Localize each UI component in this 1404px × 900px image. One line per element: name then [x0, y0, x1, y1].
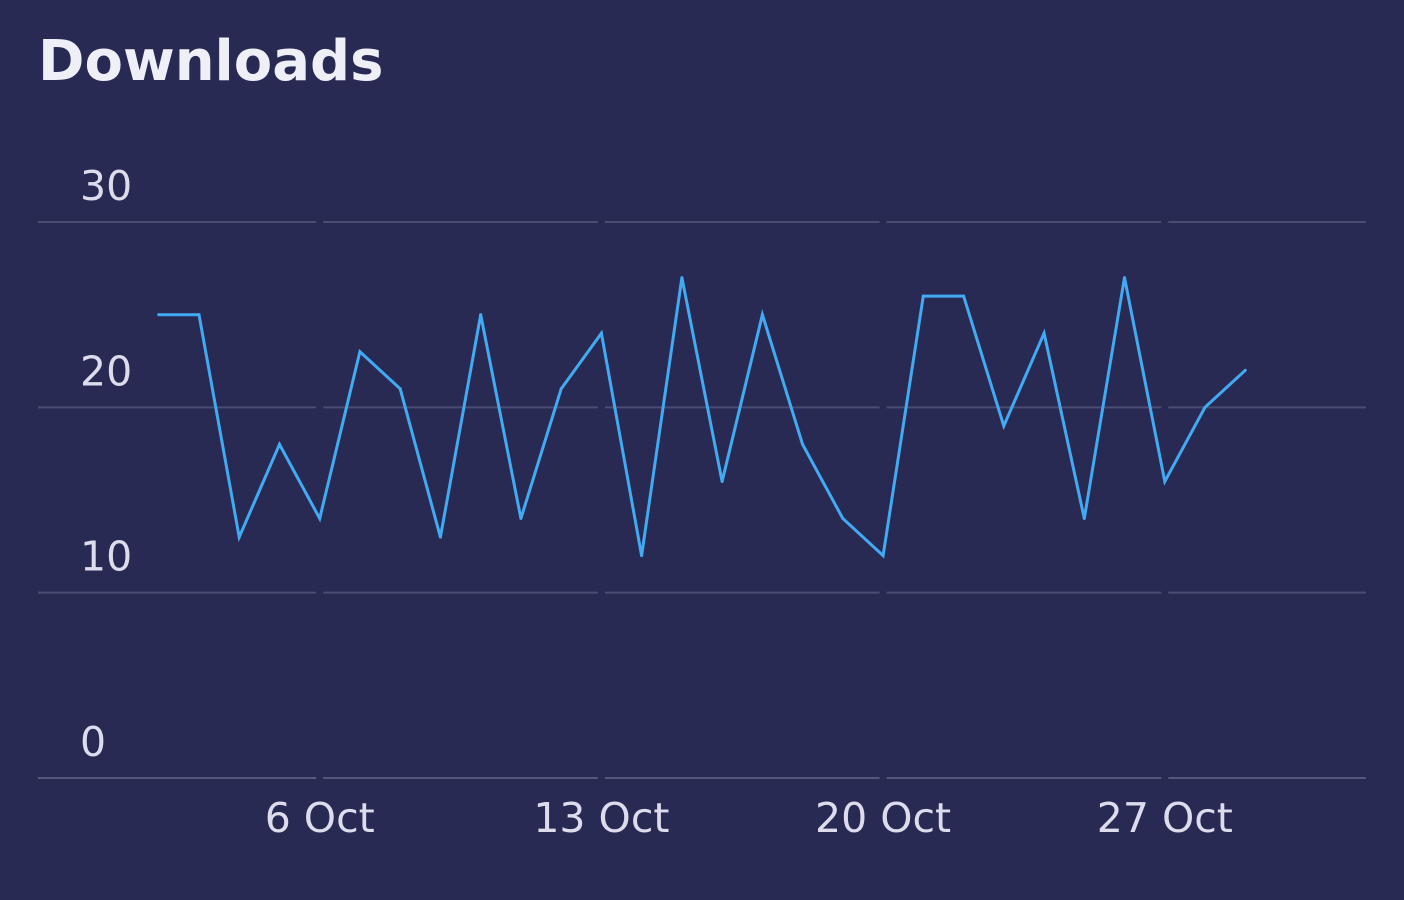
- y-tick-label: 10: [80, 533, 132, 581]
- data-point: [1002, 424, 1006, 428]
- y-tick-label: 20: [80, 347, 132, 395]
- data-point: [197, 313, 201, 317]
- data-point: [1163, 479, 1167, 483]
- x-axis-ticks: 6 Oct 13 Oct 20 Oct 27 Oct: [265, 794, 1233, 842]
- data-point: [559, 387, 563, 391]
- x-tick-label: 6 Oct: [265, 794, 375, 842]
- data-point: [318, 517, 322, 521]
- data-point: [962, 294, 966, 298]
- data-point: [519, 517, 523, 521]
- series-layer: [157, 276, 1247, 559]
- data-point: [1203, 405, 1207, 409]
- data-point: [277, 442, 281, 446]
- data-point: [438, 535, 442, 539]
- chart-title: Downloads: [38, 29, 384, 94]
- data-point: [599, 331, 603, 335]
- x-tick-label: 27 Oct: [1097, 794, 1233, 842]
- data-point: [1243, 368, 1247, 372]
- data-point: [1042, 331, 1046, 335]
- data-point: [921, 294, 925, 298]
- grid-lines: [38, 221, 1366, 779]
- data-point: [398, 387, 402, 391]
- data-point: [881, 554, 885, 558]
- data-point: [640, 554, 644, 558]
- data-point: [1082, 517, 1086, 521]
- data-point: [1123, 276, 1127, 280]
- data-point: [680, 276, 684, 280]
- data-point: [358, 350, 362, 354]
- data-point: [760, 313, 764, 317]
- data-point: [801, 442, 805, 446]
- y-tick-label: 30: [80, 162, 132, 210]
- data-point: [157, 313, 161, 317]
- data-point: [479, 313, 483, 317]
- x-tick-label: 13 Oct: [533, 794, 669, 842]
- x-tick-label: 20 Oct: [815, 794, 951, 842]
- data-point: [720, 479, 724, 483]
- data-point: [237, 535, 241, 539]
- y-axis-ticks: 0 10 20 30: [80, 162, 132, 766]
- y-tick-label: 0: [80, 718, 106, 766]
- data-point: [841, 517, 845, 521]
- series-line-0: [158, 277, 1247, 559]
